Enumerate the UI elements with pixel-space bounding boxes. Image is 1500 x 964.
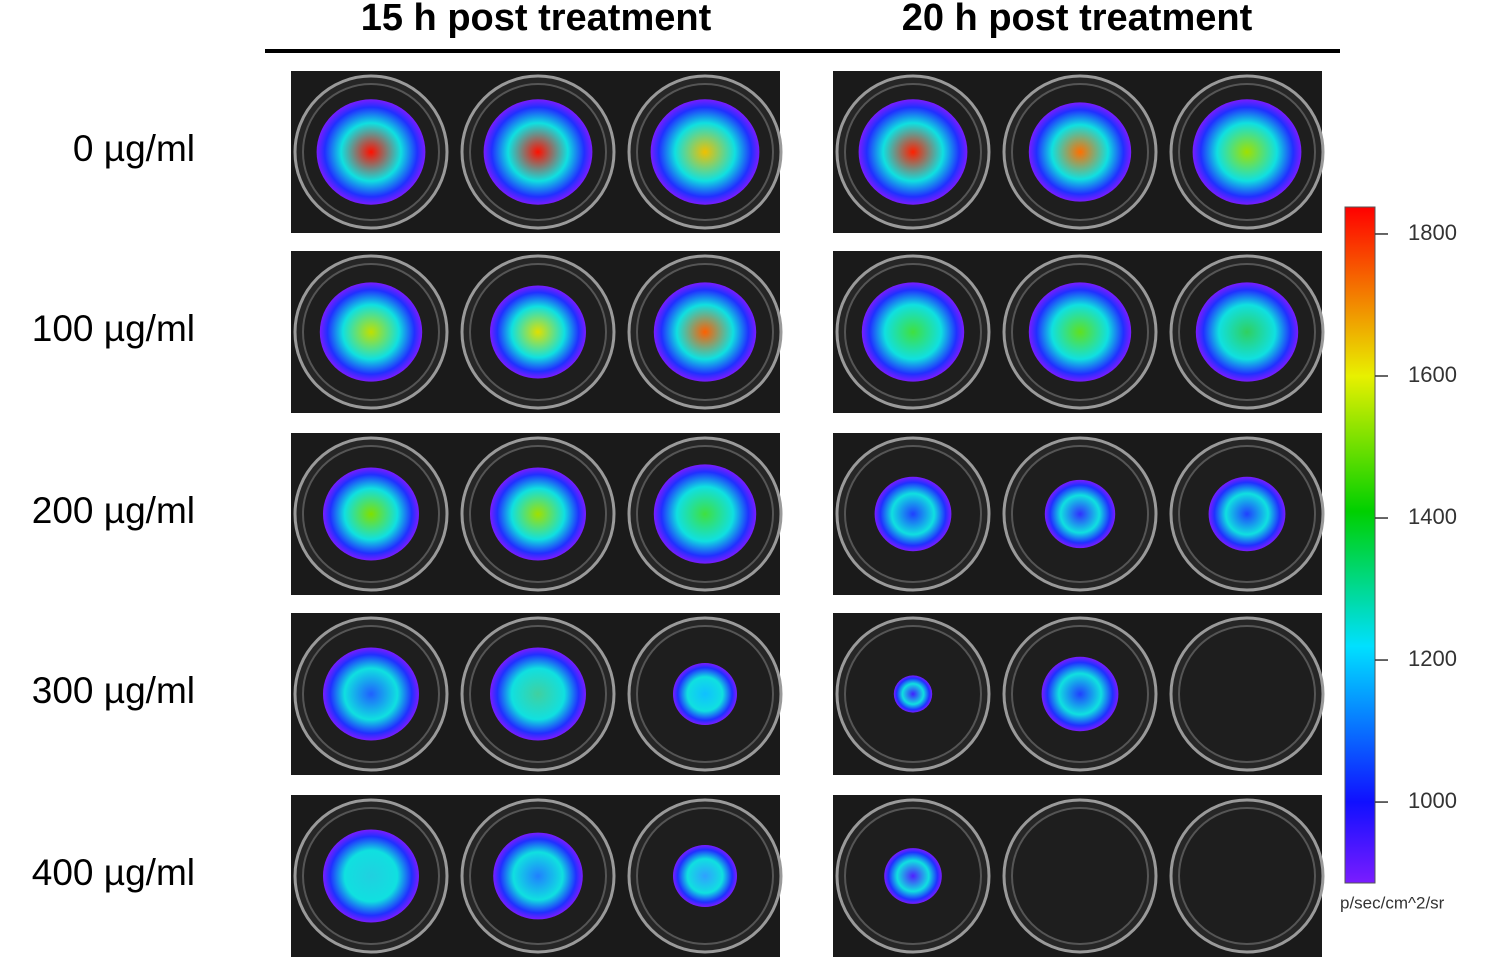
luminescence [874, 476, 952, 552]
luminescence [861, 282, 965, 382]
luminescence [893, 675, 933, 713]
luminescence [858, 99, 968, 205]
row-label: 0 µg/ml [73, 128, 195, 169]
luminescence [490, 467, 586, 561]
luminescence [323, 829, 419, 923]
luminescence [1192, 99, 1302, 205]
luminescence [673, 845, 737, 907]
luminescence [316, 99, 426, 205]
colorbar-label: p/sec/cm^2/sr [1340, 893, 1445, 912]
luminescence [653, 464, 757, 564]
luminescence [493, 832, 583, 920]
well-inner [1011, 807, 1149, 945]
well-inner [1178, 807, 1316, 945]
colorbar-tick-label: 1200 [1408, 646, 1457, 671]
colorbar-tick-label: 1000 [1408, 788, 1457, 813]
luminescence [673, 663, 737, 725]
row-label: 100 µg/ml [32, 308, 195, 349]
colorbar-tick-label: 1800 [1408, 220, 1457, 245]
luminescence [323, 647, 419, 741]
luminescence [1028, 282, 1132, 382]
luminescence [1208, 476, 1286, 552]
colorbar-tick-label: 1400 [1408, 504, 1457, 529]
well-inner [1178, 625, 1316, 763]
column-header: 20 h post treatment [902, 0, 1253, 39]
row-label: 400 µg/ml [32, 852, 195, 893]
luminescence [650, 99, 760, 205]
luminescence [490, 285, 586, 379]
luminescence [653, 282, 757, 382]
luminescence [1044, 479, 1116, 549]
panels [291, 71, 1325, 957]
colorbar-tick-label: 1600 [1408, 362, 1457, 387]
luminescence [490, 647, 586, 741]
row-label: 200 µg/ml [32, 490, 195, 531]
colorbar [1344, 206, 1376, 884]
row-label: 300 µg/ml [32, 670, 195, 711]
luminescence [884, 848, 942, 904]
luminescence [483, 99, 593, 205]
column-header: 15 h post treatment [361, 0, 712, 39]
luminescence [323, 467, 419, 561]
luminescence [1195, 282, 1299, 382]
luminescence [1041, 656, 1119, 732]
luminescence [1028, 102, 1132, 202]
luminescence [319, 282, 423, 382]
